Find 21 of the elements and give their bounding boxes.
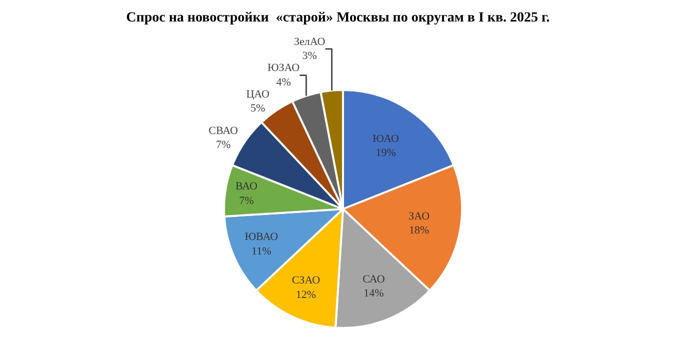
slice-label: ВАО <box>235 180 258 193</box>
data-label: 7% <box>216 139 231 152</box>
slice-label: ЗелАО <box>294 36 326 48</box>
data-label: 4% <box>276 76 291 88</box>
data-label: 3% <box>302 50 317 62</box>
slice-label: СЗАО <box>292 274 320 287</box>
slice-label: СВАО <box>208 124 238 137</box>
data-label: 14% <box>364 288 384 300</box>
slice-label: САО <box>362 273 385 286</box>
slice-label: ЮВАО <box>244 231 278 244</box>
data-label: 12% <box>296 288 316 301</box>
slice-label: ЮЗАО <box>267 62 300 74</box>
data-label: 5% <box>250 102 266 115</box>
slice-label: ЗАО <box>408 210 430 222</box>
chart-title: Спрос на новостройки «старой» Москвы по округам в I кв. 2025 г. <box>126 10 550 26</box>
data-label: 11% <box>252 245 272 258</box>
slice-label: ЦАО <box>246 88 270 100</box>
data-label: 18% <box>409 224 430 237</box>
slice-label: ЮАО <box>372 132 399 145</box>
data-label: 19% <box>376 147 396 160</box>
data-label: 7% <box>239 194 254 207</box>
